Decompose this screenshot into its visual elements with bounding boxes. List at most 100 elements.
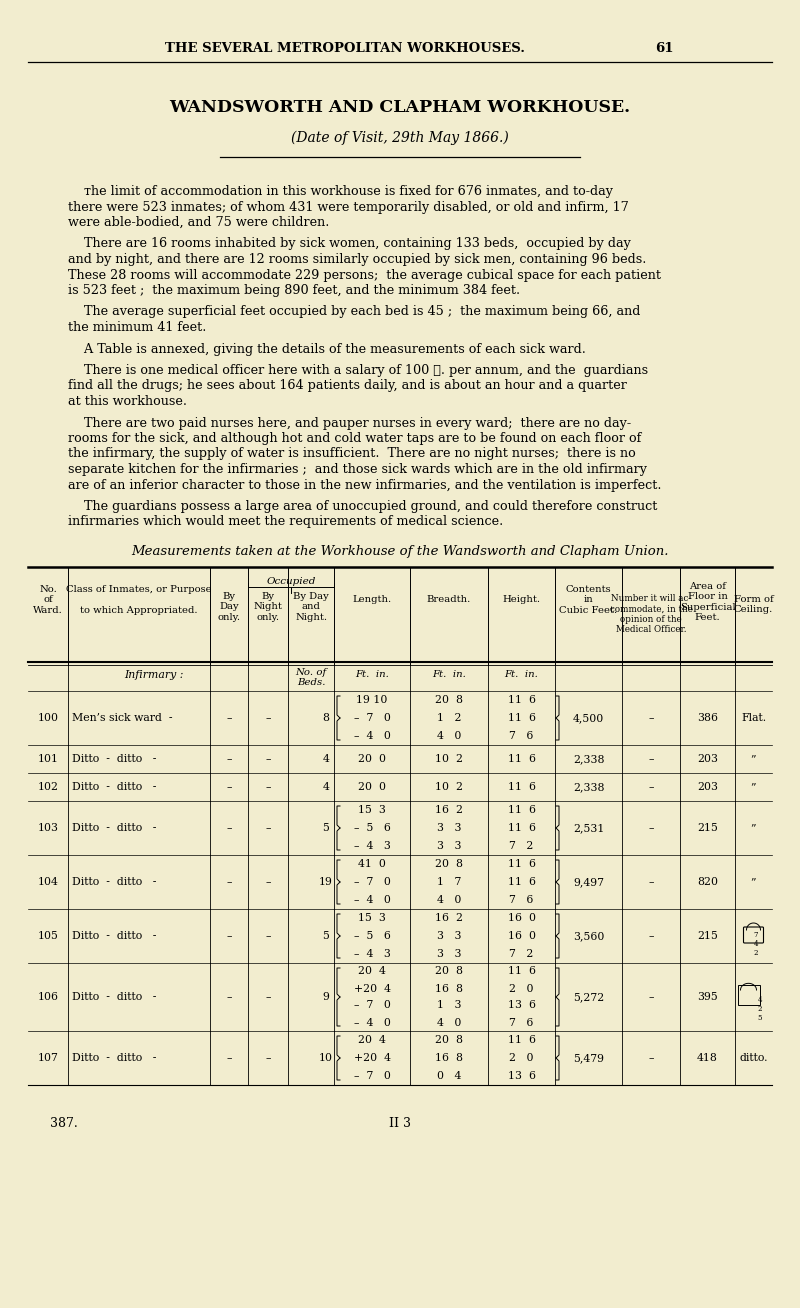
Text: –: – bbox=[648, 931, 654, 940]
Text: –: – bbox=[226, 823, 232, 833]
Text: 16  8: 16 8 bbox=[435, 1053, 463, 1063]
Text: Ditto  -  ditto   -: Ditto - ditto - bbox=[72, 823, 156, 833]
Text: –: – bbox=[648, 1053, 654, 1063]
Text: 4   0: 4 0 bbox=[437, 731, 461, 742]
Text: –: – bbox=[226, 753, 232, 764]
Text: there were 523 inmates; of whom 431 were temporarily disabled, or old and infirm: there were 523 inmates; of whom 431 were… bbox=[68, 200, 629, 213]
Text: Contents
in
Cubic Feet.: Contents in Cubic Feet. bbox=[559, 585, 618, 615]
Text: find all the drugs; he sees about 164 patients daily, and is about an hour and a: find all the drugs; he sees about 164 pa… bbox=[68, 379, 627, 392]
Text: There is one medical officer here with a salary of 100 ℓ. per annum, and the  gu: There is one medical officer here with a… bbox=[68, 364, 648, 377]
Text: 5: 5 bbox=[322, 823, 330, 833]
Text: 20  4: 20 4 bbox=[358, 1035, 386, 1045]
Text: 9: 9 bbox=[322, 991, 330, 1002]
Text: There are two paid nurses here, and pauper nurses in every ward;  there are no d: There are two paid nurses here, and paup… bbox=[68, 416, 631, 429]
Text: 20  8: 20 8 bbox=[435, 967, 463, 977]
Text: 61: 61 bbox=[655, 42, 674, 55]
Text: Ditto  -  ditto   -: Ditto - ditto - bbox=[72, 931, 156, 940]
Text: 1   2: 1 2 bbox=[437, 713, 462, 723]
Text: 386: 386 bbox=[697, 713, 718, 723]
Text: 2,338: 2,338 bbox=[573, 753, 604, 764]
Text: +20  4: +20 4 bbox=[354, 1053, 390, 1063]
Text: –: – bbox=[648, 991, 654, 1002]
Text: WANDSWORTH AND CLAPHAM WORKHOUSE.: WANDSWORTH AND CLAPHAM WORKHOUSE. bbox=[170, 99, 630, 116]
Text: –: – bbox=[648, 713, 654, 723]
Text: 103: 103 bbox=[38, 823, 58, 833]
Text: Form of
Ceiling.: Form of Ceiling. bbox=[734, 595, 774, 615]
Text: –: – bbox=[266, 713, 270, 723]
Text: Ditto  -  ditto   -: Ditto - ditto - bbox=[72, 1053, 156, 1063]
Text: 5,272: 5,272 bbox=[573, 991, 604, 1002]
Text: –: – bbox=[648, 876, 654, 887]
Text: 16  0: 16 0 bbox=[507, 931, 535, 940]
Text: Ft.  in.: Ft. in. bbox=[505, 670, 538, 679]
Text: 20  4: 20 4 bbox=[358, 967, 386, 977]
Text: infirmaries which would meet the requirements of medical science.: infirmaries which would meet the require… bbox=[68, 515, 503, 528]
Text: 395: 395 bbox=[697, 991, 718, 1002]
Text: –  4   0: – 4 0 bbox=[354, 731, 390, 742]
Text: separate kitchen for the infirmaries ;  and those sick wards which are in the ol: separate kitchen for the infirmaries ; a… bbox=[68, 463, 647, 476]
Text: Ditto  -  ditto   -: Ditto - ditto - bbox=[72, 782, 156, 793]
Text: 20  8: 20 8 bbox=[435, 695, 463, 705]
Text: These 28 rooms will accommodate 229 persons;  the average cubical space for each: These 28 rooms will accommodate 229 pers… bbox=[68, 268, 661, 281]
Text: –: – bbox=[226, 991, 232, 1002]
Text: 7   6: 7 6 bbox=[510, 1018, 534, 1028]
Text: 10  2: 10 2 bbox=[435, 753, 463, 764]
Text: 15  3: 15 3 bbox=[358, 804, 386, 815]
Text: at this workhouse.: at this workhouse. bbox=[68, 395, 187, 408]
Text: –: – bbox=[266, 1053, 270, 1063]
Text: 1   3: 1 3 bbox=[437, 1001, 462, 1011]
Text: No.
of
Ward.: No. of Ward. bbox=[33, 585, 63, 615]
Text: the infirmary, the supply of water is insufficient.  There are no night nurses; : the infirmary, the supply of water is in… bbox=[68, 447, 636, 460]
Text: 20  8: 20 8 bbox=[435, 859, 463, 869]
Text: 0   4: 0 4 bbox=[437, 1071, 461, 1080]
Text: ᴛhe limit of accommodation in this workhouse is fixed for 676 inmates, and to-da: ᴛhe limit of accommodation in this workh… bbox=[68, 184, 613, 198]
Text: –: – bbox=[266, 876, 270, 887]
Text: Breadth.: Breadth. bbox=[427, 595, 471, 604]
Text: –  7   0: – 7 0 bbox=[354, 1001, 390, 1011]
Text: No. of
Beds.: No. of Beds. bbox=[295, 668, 326, 688]
Text: –  7   0: – 7 0 bbox=[354, 876, 390, 887]
Text: –: – bbox=[226, 1053, 232, 1063]
Text: 5,479: 5,479 bbox=[573, 1053, 604, 1063]
Text: The average superficial feet occupied by each bed is 45 ;  the maximum being 66,: The average superficial feet occupied by… bbox=[68, 306, 640, 319]
Text: By
Day
only.: By Day only. bbox=[218, 593, 241, 621]
Text: 215: 215 bbox=[697, 823, 718, 833]
Text: 11  6: 11 6 bbox=[507, 967, 535, 977]
Text: 820: 820 bbox=[697, 876, 718, 887]
Text: –  4   0: – 4 0 bbox=[354, 895, 390, 905]
Text: 4   0: 4 0 bbox=[437, 895, 461, 905]
Text: –: – bbox=[226, 931, 232, 940]
Text: –: – bbox=[226, 713, 232, 723]
Text: The guardians possess a large area of unoccupied ground, and could therefore con: The guardians possess a large area of un… bbox=[68, 500, 658, 513]
Text: Area of
Floor in
Superficial
Feet.: Area of Floor in Superficial Feet. bbox=[680, 582, 735, 623]
Text: ”: ” bbox=[750, 876, 756, 887]
Text: 7
4
2: 7 4 2 bbox=[754, 931, 758, 957]
Text: ditto.: ditto. bbox=[739, 1053, 768, 1063]
Text: A Table is annexed, giving the details of the measurements of each sick ward.: A Table is annexed, giving the details o… bbox=[68, 343, 586, 356]
Text: 10: 10 bbox=[319, 1053, 333, 1063]
Text: 107: 107 bbox=[38, 1053, 58, 1063]
Text: 41  0: 41 0 bbox=[358, 859, 386, 869]
Text: –: – bbox=[266, 753, 270, 764]
Text: 2,338: 2,338 bbox=[573, 782, 604, 793]
Text: 16  2: 16 2 bbox=[435, 913, 463, 923]
Text: –  5   6: – 5 6 bbox=[354, 931, 390, 940]
Text: 3   3: 3 3 bbox=[437, 823, 462, 833]
Text: 3,560: 3,560 bbox=[573, 931, 604, 940]
Text: 13  6: 13 6 bbox=[507, 1071, 535, 1080]
Text: –  4   3: – 4 3 bbox=[354, 950, 390, 959]
Text: 9,497: 9,497 bbox=[573, 876, 604, 887]
Text: 20  0: 20 0 bbox=[358, 782, 386, 793]
Text: –: – bbox=[266, 931, 270, 940]
Text: Height.: Height. bbox=[502, 595, 541, 604]
Text: –: – bbox=[226, 876, 232, 887]
Text: 7   6: 7 6 bbox=[510, 895, 534, 905]
Text: 2,531: 2,531 bbox=[573, 823, 604, 833]
Text: rooms for the sick, and although hot and cold water taps are to be found on each: rooms for the sick, and although hot and… bbox=[68, 432, 642, 445]
Text: are of an inferior character to those in the new infirmaries, and the ventilatio: are of an inferior character to those in… bbox=[68, 479, 662, 492]
Text: 19: 19 bbox=[319, 876, 333, 887]
Text: 3   3: 3 3 bbox=[437, 931, 462, 940]
Text: and by night, and there are 12 rooms similarly occupied by sick men, containing : and by night, and there are 12 rooms sim… bbox=[68, 252, 646, 266]
Text: were able-bodied, and 75 were children.: were able-bodied, and 75 were children. bbox=[68, 216, 330, 229]
Text: 106: 106 bbox=[38, 991, 58, 1002]
